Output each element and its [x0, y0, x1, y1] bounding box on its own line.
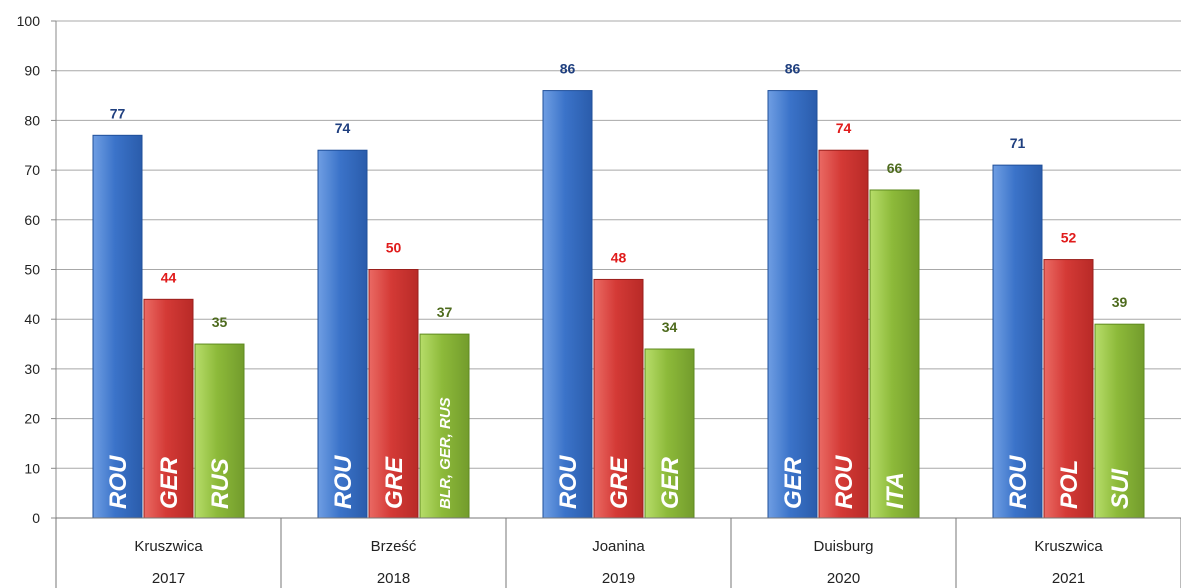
bar-value-label: 34 — [662, 319, 678, 335]
bar-2017-rus — [194, 343, 245, 519]
bar-value-label: 86 — [785, 61, 801, 77]
category-year-label: 2017 — [152, 570, 185, 587]
bar-2020-ger — [767, 90, 818, 519]
bar-value-label: 39 — [1112, 294, 1128, 310]
y-tick-label: 70 — [24, 162, 40, 178]
bar-country-label: ROU — [555, 455, 582, 509]
category-year-label: 2021 — [1052, 570, 1085, 587]
category-venue-label: Brześć — [371, 538, 417, 555]
bar-value-label: 74 — [836, 120, 852, 136]
bars: 77 ROU 44 GER 35 RUS 74 ROU 50 GRE 37 BLR, GER, RUS… — [92, 61, 1145, 519]
bar-country-label: ROU — [330, 455, 357, 509]
y-tick-label: 30 — [24, 361, 40, 377]
bar-country-label: RUS — [207, 458, 234, 509]
y-tick-label: 60 — [24, 212, 40, 228]
bar-value-label: 71 — [1010, 135, 1026, 151]
y-tick-label: 40 — [24, 311, 40, 327]
y-tick-label: 90 — [24, 63, 40, 79]
category-venue-label: Duisburg — [813, 538, 873, 555]
bar-2017-rou — [92, 134, 143, 519]
bar-2019-rou — [542, 90, 593, 519]
bar-country-label: SUI — [1107, 468, 1134, 509]
category-venue-label: Joanina — [592, 538, 645, 555]
category-venue-label: Kruszwica — [134, 538, 203, 555]
bar-country-label: ITA — [882, 472, 909, 509]
y-tick-label: 0 — [32, 510, 40, 526]
y-tick-label: 10 — [24, 460, 40, 476]
bar-country-label: GER — [780, 456, 807, 509]
bar-country-label: GRE — [381, 456, 408, 509]
bar-value-label: 35 — [212, 314, 228, 330]
bar-value-label: 50 — [386, 240, 402, 256]
y-axis: 0 10 20 30 40 50 60 70 80 90 100 — [17, 13, 57, 526]
bar-2017-ger — [143, 298, 194, 519]
bar-value-label: 86 — [560, 61, 576, 77]
category-axis-table: Kruszwica 2017 Brześć 2018 Joanina 2019 Duisbu… — [55, 517, 1181, 588]
bar-country-label: ROU — [831, 455, 858, 509]
bar-country-label: GER — [657, 456, 684, 509]
bar-2018-blr-ger-rus — [419, 333, 470, 519]
category-venue-label: Kruszwica — [1034, 538, 1103, 555]
bar-country-label: ROU — [105, 455, 132, 509]
bar-value-label: 74 — [335, 120, 351, 136]
category-year-label: 2020 — [827, 570, 860, 587]
bar-country-label: GER — [156, 456, 183, 509]
bar-2019-ger — [644, 348, 695, 519]
bar-country-label: POL — [1056, 460, 1083, 509]
y-tick-label: 50 — [24, 262, 40, 278]
bar-2018-gre — [368, 269, 419, 519]
bar-value-label: 48 — [611, 249, 627, 265]
y-tick-label: 20 — [24, 411, 40, 427]
category-year-label: 2019 — [602, 570, 635, 587]
bar-value-label: 52 — [1061, 230, 1077, 246]
bar-country-label: BLR, GER, RUS — [437, 397, 454, 509]
bar-2021-pol — [1043, 259, 1094, 519]
bar-2020-rou — [818, 149, 869, 519]
bar-value-label: 44 — [161, 269, 177, 285]
bar-2021-rou — [992, 164, 1043, 519]
y-tick-label: 80 — [24, 112, 40, 128]
bar-country-label: GRE — [606, 456, 633, 509]
bar-country-label: ROU — [1005, 455, 1032, 509]
bar-2021-sui — [1094, 323, 1145, 519]
bar-value-label: 66 — [887, 160, 903, 176]
bar-2020-ita — [869, 189, 920, 519]
bar-2019-gre — [593, 278, 644, 519]
category-year-label: 2018 — [377, 570, 410, 587]
bar-value-label: 77 — [110, 105, 126, 121]
bar-value-label: 37 — [437, 304, 453, 320]
bar-2018-rou — [317, 149, 368, 519]
y-tick-label: 100 — [17, 13, 41, 29]
